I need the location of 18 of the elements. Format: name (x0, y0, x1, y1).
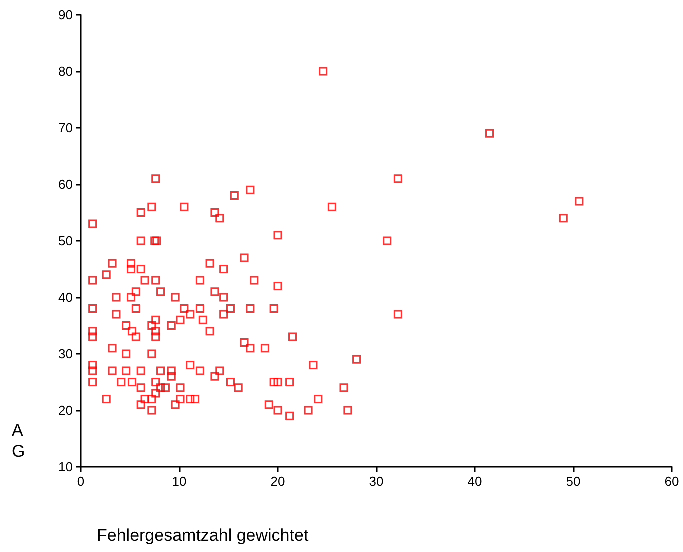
x-axis-title: Fehlergesamtzahl gewichtet (97, 526, 309, 545)
y-tick-label: 10 (58, 460, 73, 474)
y-tick-label: 20 (58, 403, 73, 418)
y-tick-label: 50 (58, 234, 73, 248)
y-tick-label: 80 (58, 64, 73, 79)
y-tick-label: 40 (58, 290, 73, 305)
x-tick-label: 30 (369, 474, 384, 489)
x-tick-label: 50 (566, 474, 581, 489)
y-tick-label: 30 (58, 346, 73, 362)
x-tick-label: 0 (77, 474, 85, 489)
x-tick-label: 60 (664, 474, 680, 489)
y-tick-label: 60 (58, 177, 73, 192)
y-tick-label: 90 (58, 8, 73, 22)
x-tick-label: 40 (468, 474, 482, 489)
x-tick-label: 20 (270, 474, 286, 489)
y-axis-title: AG (12, 421, 26, 461)
y-tick-label: 70 (58, 120, 73, 136)
x-tick-label: 10 (172, 474, 187, 489)
